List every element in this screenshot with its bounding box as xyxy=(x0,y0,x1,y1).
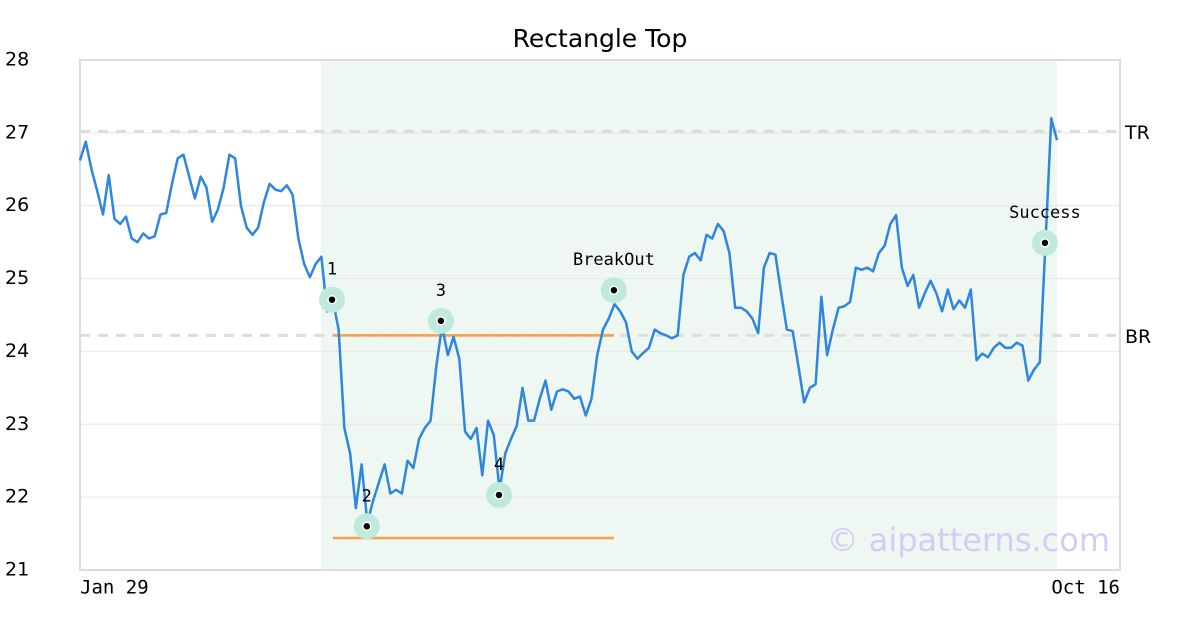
level-label: BR xyxy=(1125,326,1151,348)
marker-label: 3 xyxy=(436,281,446,301)
marker-label: 1 xyxy=(327,260,337,280)
marker-label: Success xyxy=(1009,203,1081,223)
y-tick-label: 24 xyxy=(5,340,29,362)
marker-dot xyxy=(1040,238,1050,248)
plot-border xyxy=(79,59,1121,571)
marker-label: 4 xyxy=(494,455,504,475)
marker-dot xyxy=(327,294,337,305)
chart-title: Rectangle Top xyxy=(513,24,688,53)
x-tick-label: Oct 16 xyxy=(1051,577,1120,599)
watermark: © aipatterns.com xyxy=(827,521,1110,559)
marker-dot xyxy=(436,316,446,326)
marker-dot xyxy=(609,285,619,295)
y-tick-label: 25 xyxy=(5,267,29,289)
marker-dot xyxy=(362,521,372,532)
y-tick-label: 26 xyxy=(5,194,29,216)
x-tick-label: Jan 29 xyxy=(80,577,149,599)
price-line xyxy=(78,117,1059,524)
y-tick-label: 28 xyxy=(5,49,29,71)
marker-label: 2 xyxy=(362,486,372,506)
marker-dot xyxy=(494,490,504,500)
level-label: TR xyxy=(1124,122,1150,144)
y-tick-label: 27 xyxy=(5,121,29,143)
y-tick-label: 21 xyxy=(5,559,29,581)
y-tick-label: 22 xyxy=(5,486,29,508)
y-tick-label: 23 xyxy=(5,413,29,435)
marker-label: BreakOut xyxy=(573,250,655,270)
